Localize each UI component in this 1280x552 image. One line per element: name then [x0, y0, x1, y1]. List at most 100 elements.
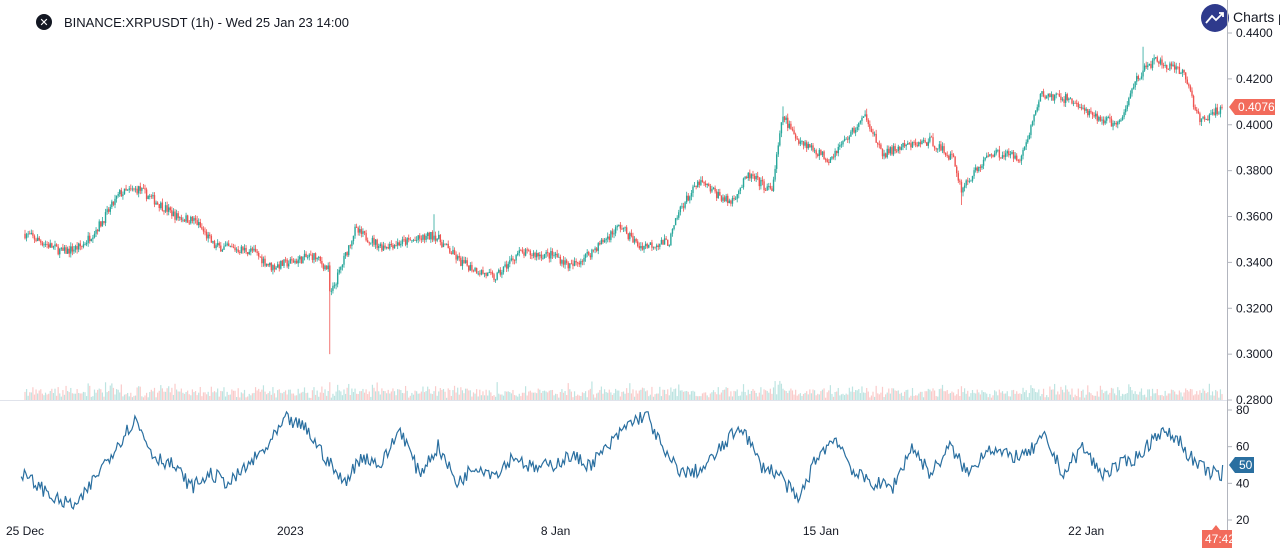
volume-bar — [286, 394, 288, 400]
candle-body — [201, 227, 203, 229]
candle-body — [745, 176, 748, 179]
candle-body — [1031, 121, 1034, 126]
volume-bar — [270, 394, 272, 400]
candle-body — [348, 245, 350, 256]
volume-bar — [329, 382, 331, 400]
candle-body — [757, 175, 759, 178]
volume-bar — [1219, 389, 1222, 400]
volume-bar — [910, 395, 912, 400]
candle-body — [583, 257, 585, 262]
candle-body — [651, 242, 653, 248]
candle-body — [869, 124, 871, 129]
candle-body — [911, 141, 914, 148]
candle-body — [1199, 113, 1201, 123]
volume-bar — [594, 397, 596, 400]
candle-body — [588, 251, 590, 256]
volume-bar — [646, 390, 648, 400]
candle-body — [1077, 103, 1080, 108]
candle-body — [490, 272, 492, 273]
volume-bar — [1147, 389, 1149, 400]
price-tick-label: 0.3800 — [1236, 164, 1273, 178]
volume-bar — [374, 391, 377, 400]
candle-body — [223, 246, 225, 250]
candle-body — [632, 235, 634, 243]
volume-bar — [744, 391, 746, 400]
candle-body — [608, 236, 610, 240]
candle-body — [943, 146, 945, 153]
volume-bar — [1068, 391, 1070, 400]
candle-body — [734, 198, 737, 200]
volume-bar — [735, 391, 737, 400]
volume-bar — [403, 393, 405, 400]
volume-bar — [975, 393, 977, 400]
candle-body — [373, 237, 375, 245]
volume-bar — [605, 392, 607, 400]
volume-bar — [1106, 390, 1108, 400]
candle-body — [1208, 114, 1211, 121]
candle-body — [376, 239, 378, 249]
volume-bar — [1180, 392, 1182, 400]
candle-body — [194, 218, 197, 220]
volume-bar — [548, 390, 550, 400]
volume-bar — [1077, 388, 1079, 400]
candle-body — [793, 130, 795, 135]
candle-body — [854, 129, 857, 133]
volume-bar — [212, 392, 214, 400]
volume-bar — [272, 387, 274, 400]
volume-bar — [343, 389, 345, 400]
candle-body — [611, 231, 614, 235]
candle-body — [445, 243, 448, 245]
volume-bar — [1199, 390, 1201, 400]
volume-bar — [616, 390, 618, 400]
volume-bar — [1066, 389, 1068, 400]
candle-body — [940, 144, 942, 151]
candle-body — [659, 243, 661, 247]
candle-body — [199, 222, 201, 228]
volume-bar — [1017, 393, 1019, 400]
volume-bar — [766, 390, 768, 400]
volume-bar — [1178, 390, 1180, 400]
candle-body — [1181, 69, 1184, 73]
candle-body — [1178, 66, 1181, 74]
candle-body — [442, 243, 445, 248]
close-icon[interactable]: ✕ — [36, 14, 52, 30]
volume-bar — [847, 394, 849, 400]
candle-body — [163, 210, 165, 212]
volume-bar — [583, 393, 585, 400]
volume-bar — [1076, 395, 1078, 400]
candle-body — [545, 252, 547, 255]
volume-bar — [1197, 394, 1199, 400]
candle-body — [719, 192, 721, 196]
candle-body — [59, 248, 61, 255]
volume-bar — [757, 396, 759, 400]
candle-body — [509, 260, 511, 264]
volume-bar — [40, 389, 42, 400]
candle-body — [938, 144, 941, 149]
candle-body — [122, 194, 124, 197]
candle-body — [368, 242, 370, 244]
candle-body — [652, 246, 655, 248]
volume-bar — [703, 392, 705, 400]
volume-bar — [1114, 393, 1116, 400]
candle-body — [1022, 149, 1024, 156]
candle-body — [431, 232, 434, 240]
volume-bar — [149, 392, 151, 400]
volume-bar — [314, 394, 317, 400]
volume-bar — [630, 393, 632, 400]
candle-body — [149, 195, 151, 197]
candle-body — [618, 224, 620, 226]
volume-bar — [95, 392, 97, 400]
candle-body — [616, 225, 618, 228]
volume-bar — [913, 395, 915, 400]
candle-body — [41, 242, 44, 246]
volume-bar — [231, 389, 233, 400]
volume-bar — [1155, 393, 1157, 400]
candle-body — [965, 180, 967, 186]
volume-bar — [341, 395, 344, 400]
volume-bar — [450, 395, 452, 400]
volume-bar — [881, 386, 884, 400]
volume-bar — [174, 383, 176, 400]
candle-body — [684, 202, 686, 208]
volume-bar — [1174, 391, 1176, 400]
